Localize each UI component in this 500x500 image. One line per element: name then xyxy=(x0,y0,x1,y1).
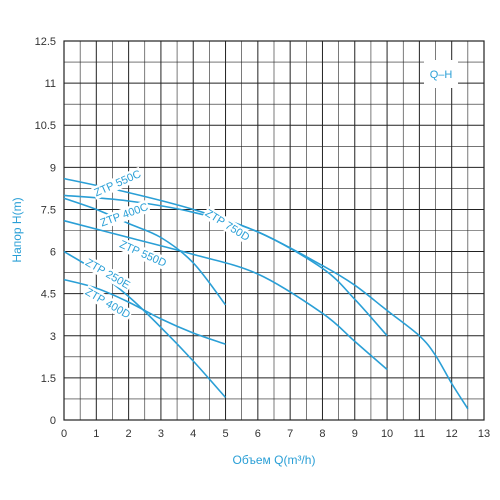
x-tick-label: 11 xyxy=(414,428,425,440)
series-label-ztp-750d: ZTP 750D xyxy=(203,207,252,244)
curve-ztp-550d xyxy=(63,219,388,371)
series-label-group: ZTP 550D xyxy=(116,237,170,271)
y-tick-label: 1.5 xyxy=(41,373,56,385)
y-tick-label: 9 xyxy=(50,162,56,174)
legend-box: Q–H xyxy=(424,60,458,88)
x-tick-label: 1 xyxy=(93,428,99,440)
curve-ztp-550c xyxy=(63,177,469,410)
x-tick-label: 7 xyxy=(287,428,293,440)
x-tick-label: 6 xyxy=(255,428,261,440)
legend-text: Q–H xyxy=(430,69,453,81)
y-tick-label: 3 xyxy=(50,331,56,343)
series-label-background xyxy=(81,255,134,293)
series-label-background xyxy=(116,237,170,271)
curve-ztp-750d xyxy=(63,194,388,337)
y-tick-label: 7.5 xyxy=(41,204,56,216)
x-tick-label: 0 xyxy=(61,428,67,440)
curve-ztp-400c xyxy=(63,197,227,306)
series-label-background xyxy=(201,205,253,245)
series-label-background xyxy=(81,284,134,322)
series-label-ztp-400c: ZTP 400C xyxy=(99,201,150,229)
x-tick-label: 8 xyxy=(319,428,325,440)
series-label-group: ZTP 400C xyxy=(97,199,151,230)
x-tick-label: 12 xyxy=(446,428,458,440)
x-axis-label: Объем Q(m³/h) xyxy=(233,453,316,467)
x-tick-label: 3 xyxy=(158,428,164,440)
x-tick-label: 2 xyxy=(126,428,132,440)
y-tick-label: 11 xyxy=(45,78,56,90)
y-tick-label: 0 xyxy=(50,415,56,427)
x-tick-label: 10 xyxy=(381,428,393,440)
series-label-ztp-400d: ZTP 400D xyxy=(83,286,132,321)
performance-curves xyxy=(63,177,469,410)
curve-ztp-400d xyxy=(63,278,226,345)
series-label-background xyxy=(91,166,144,200)
x-tick-label: 13 xyxy=(478,428,490,440)
x-tick-label: 4 xyxy=(190,428,196,440)
y-tick-label: 12.5 xyxy=(35,36,56,48)
x-tick-label: 9 xyxy=(352,428,358,440)
y-tick-label: 4.5 xyxy=(41,289,56,301)
y-axis-label: Напор H(m) xyxy=(10,197,24,262)
plot-frame xyxy=(63,40,485,421)
y-tick-label: 10.5 xyxy=(35,120,56,132)
tick-labels: 0 1 2 3 4 5 6 7 8 9 10 11 12 1301.534.567.5910.51112.… xyxy=(35,36,491,440)
x-tick-label: 5 xyxy=(222,428,228,440)
series-label-background xyxy=(97,199,151,230)
y-tick-label: 6 xyxy=(50,247,56,259)
chart-grid xyxy=(63,40,485,421)
